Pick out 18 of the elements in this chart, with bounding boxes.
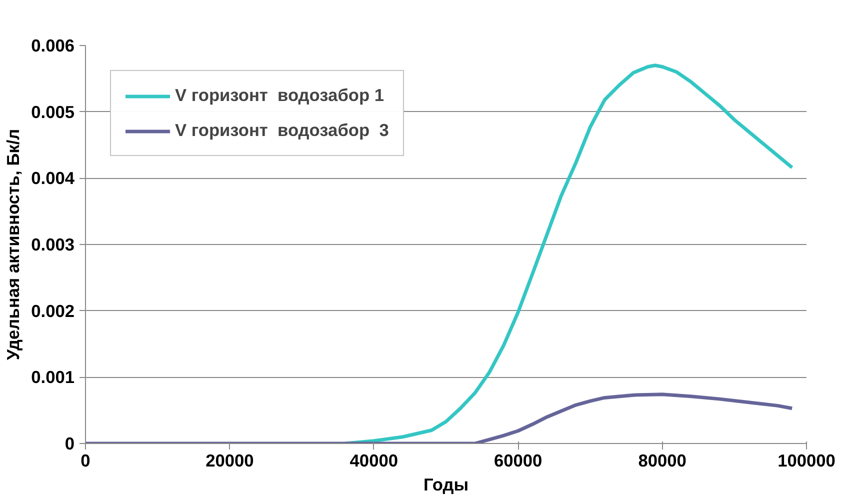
y-tick-label: 0 [64,434,75,454]
legend-label: V горизонт водозабор 1 [175,85,384,106]
y-tick-label: 0.004 [31,168,75,188]
legend-label: V горизонт водозабор 3 [175,120,389,141]
x-tick-label: 60000 [494,450,542,470]
y-tick-label: 0.003 [31,234,75,254]
x-tick-label: 80000 [638,450,686,470]
x-axis-title: Годы [423,474,469,494]
x-tick-label: 100000 [778,450,836,470]
y-tick-label: 0.002 [31,300,75,321]
y-axis-title: Удельная активность, Бк/л [3,128,24,360]
line-series [86,392,794,444]
y-tick-label: 0.001 [31,367,75,388]
x-tick-label: 20000 [206,450,254,470]
y-tick-label: 0.005 [31,102,75,122]
x-tick-label: 40000 [350,450,398,470]
x-tick-label: 0 [80,450,90,470]
y-tick-label: 0.006 [31,36,75,56]
